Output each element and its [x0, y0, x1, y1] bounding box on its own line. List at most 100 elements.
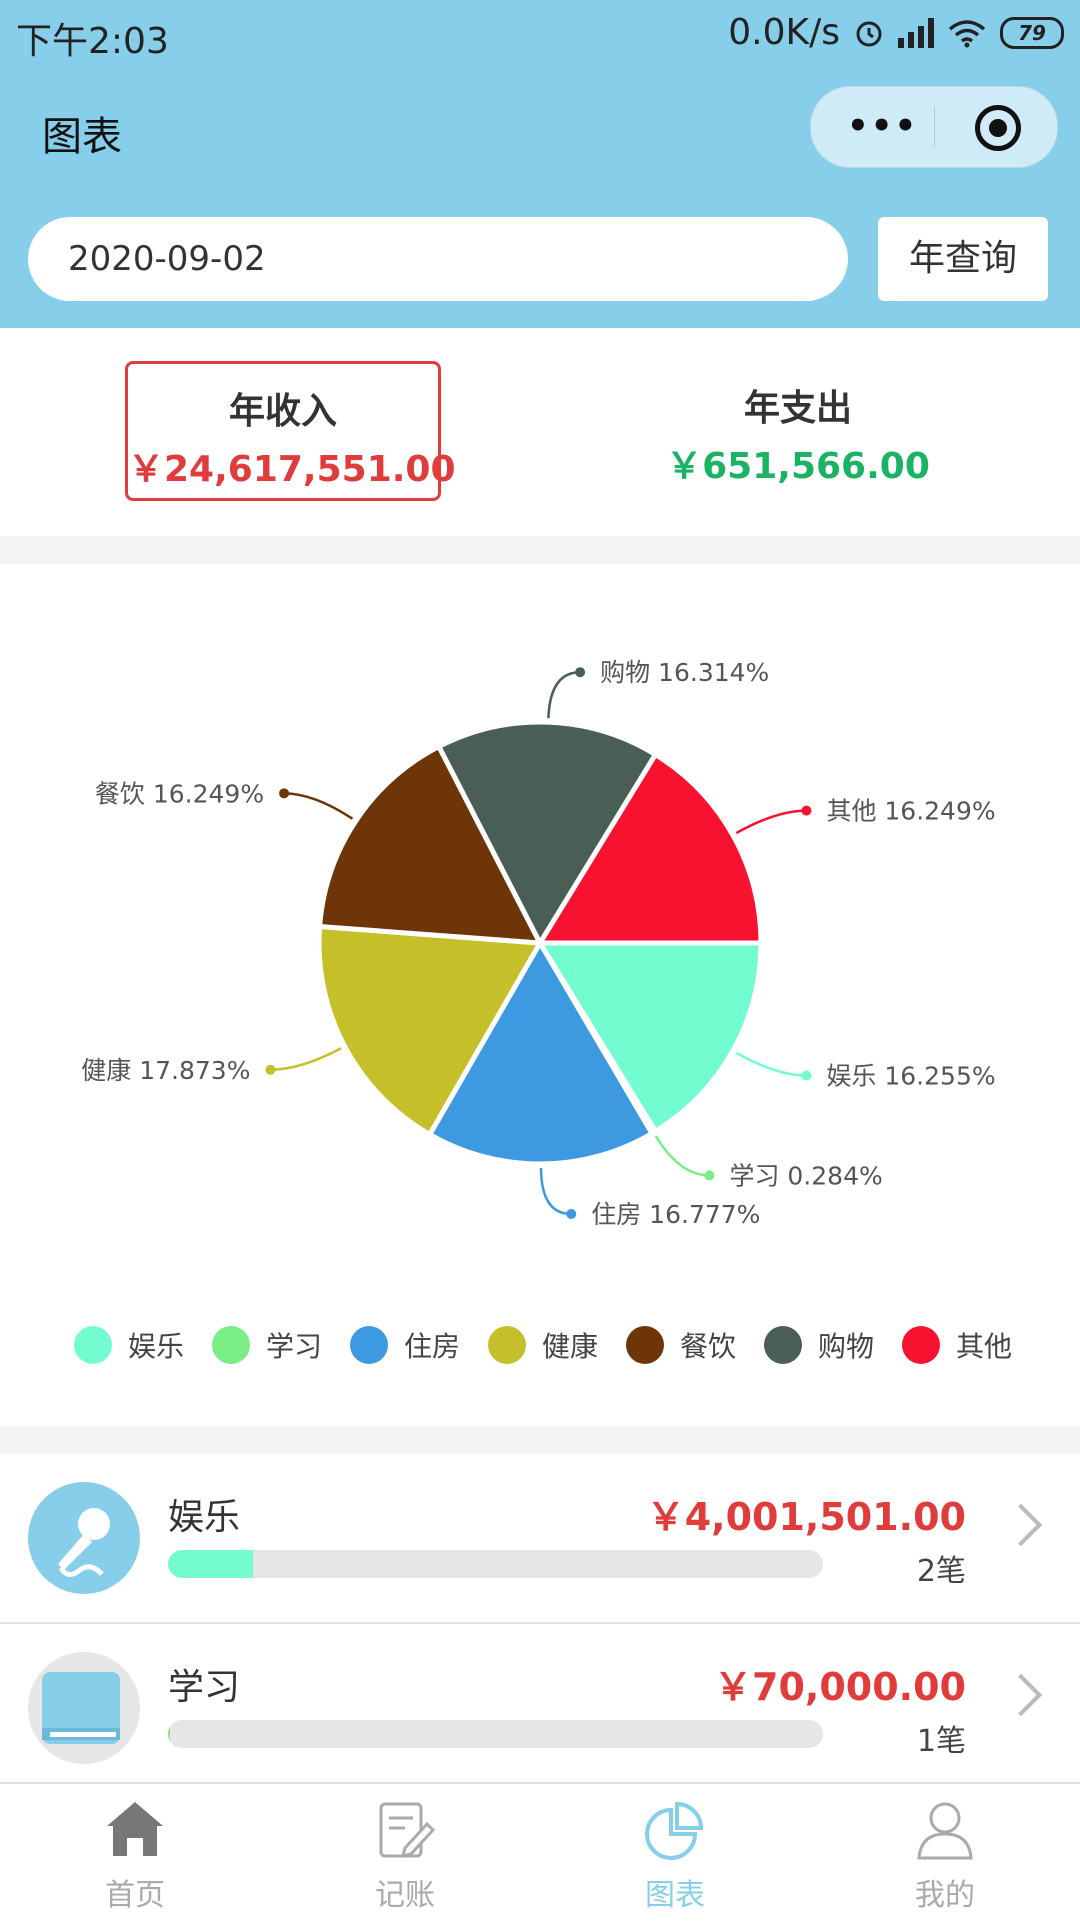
label-leader-dot — [704, 1170, 715, 1181]
battery-indicator: 79 — [1000, 16, 1064, 49]
pie-label-other: 其他 16.249% — [826, 797, 995, 826]
label-leader-dot — [279, 788, 290, 799]
legend-label: 住房 — [404, 1330, 461, 1363]
category-list: 娱乐 ￥4,001,501.00 2笔 学习 ￥70,000.00 1笔 — [0, 1454, 1080, 1784]
label-leader-line — [654, 1135, 710, 1177]
chart-card: 娱乐 16.255% 学习 0.284% 住房 16.777% 健康 17.873% 餐… — [0, 564, 1080, 1426]
label-leader-dot — [575, 667, 586, 678]
pie-chart-icon — [645, 1801, 704, 1860]
legend-item-dining[interactable]: 餐饮 — [626, 1320, 736, 1370]
pie-slice-shopping[interactable] — [436, 719, 658, 946]
date-input[interactable] — [28, 217, 848, 301]
legend-swatch — [74, 1326, 112, 1364]
category-progress-bar — [168, 1720, 823, 1748]
tab-label: 首页 — [105, 1878, 165, 1913]
pie-label-study: 学习 0.284% — [729, 1161, 882, 1190]
microphone-icon — [28, 1482, 140, 1594]
category-amount: ￥70,000.00 — [714, 1665, 966, 1709]
category-amount: ￥4,001,501.00 — [646, 1495, 966, 1539]
category-row-study[interactable]: 学习 ￥70,000.00 1笔 — [0, 1622, 1080, 1792]
legend-swatch — [350, 1326, 388, 1364]
pie-slice-housing[interactable] — [427, 940, 655, 1167]
label-leader-dot — [801, 1070, 812, 1081]
chart-legend: 娱乐 学习 住房 健康 餐饮 购物 其他 — [0, 1320, 1080, 1370]
category-progress-fill — [168, 1550, 254, 1578]
pie-chart: 娱乐 16.255% 学习 0.284% 住房 16.777% 健康 17.873% 餐… — [81, 658, 995, 1229]
label-leader-line — [270, 1047, 342, 1072]
legend-label: 餐饮 — [680, 1330, 737, 1363]
legend-item-health[interactable]: 健康 — [488, 1320, 598, 1370]
navigation-bar: 图表 ••• — [0, 80, 1080, 176]
alarm-icon — [856, 21, 882, 46]
legend-item-other[interactable]: 其他 — [902, 1320, 1012, 1370]
edit-note-icon — [379, 1802, 435, 1859]
pie-slice-health[interactable] — [316, 924, 543, 1138]
tab-label: 图表 — [645, 1878, 705, 1913]
expense-value: ￥651,566.00 — [666, 446, 930, 487]
network-speed: 0.0K/s — [728, 12, 840, 53]
tab-record[interactable]: 记账 — [270, 1784, 540, 1922]
year-query-button[interactable]: 年查询 — [878, 217, 1048, 301]
label-leader-dot — [265, 1064, 276, 1075]
chevron-right-icon — [999, 1673, 1043, 1717]
category-progress-bar — [168, 1550, 823, 1578]
pie-label-entertainment: 娱乐 16.255% — [826, 1061, 995, 1090]
legend-label: 学习 — [266, 1330, 323, 1363]
income-label: 年收入 — [228, 391, 337, 432]
tab-chart[interactable]: 图表 — [540, 1784, 810, 1922]
tab-bar: 首页 记账 图表 我的 — [0, 1782, 1080, 1922]
close-target-icon[interactable] — [975, 105, 1021, 151]
legend-swatch — [764, 1326, 802, 1364]
income-value: ￥24,617,551.00 — [128, 449, 456, 490]
category-progress-fill — [168, 1720, 170, 1748]
wifi-icon — [948, 19, 986, 47]
pie-slice-entertainment[interactable] — [537, 940, 764, 1134]
category-row-entertainment[interactable]: 娱乐 ￥4,001,501.00 2笔 — [0, 1454, 1080, 1622]
more-icon[interactable]: ••• — [847, 106, 919, 146]
label-leader-line — [284, 792, 354, 820]
income-summary[interactable]: 年收入 ￥24,617,551.00 — [125, 361, 456, 501]
legend-item-shopping[interactable]: 购物 — [764, 1320, 874, 1370]
pie-label-housing: 住房 16.777% — [591, 1200, 760, 1229]
expense-label: 年支出 — [743, 388, 852, 429]
header-area: 下午2:03 0.0K/s 79 图表 ••• 年 — [0, 0, 1080, 328]
tab-mine[interactable]: 我的 — [810, 1784, 1080, 1922]
year-summary: 年收入 ￥24,617,551.00 年支出 ￥651,566.00 — [0, 328, 1080, 536]
home-icon — [107, 1802, 163, 1856]
legend-label: 健康 — [542, 1330, 599, 1363]
chevron-right-icon — [999, 1503, 1043, 1547]
label-leader-dot — [566, 1208, 577, 1219]
legend-item-housing[interactable]: 住房 — [350, 1320, 460, 1370]
label-leader-line — [735, 1051, 807, 1077]
category-count: 2笔 — [916, 1554, 966, 1589]
legend-swatch — [626, 1326, 664, 1364]
pie-slice-dining[interactable] — [317, 743, 543, 946]
legend-item-study[interactable]: 学习 — [212, 1320, 322, 1370]
pie-slice-other[interactable] — [537, 752, 764, 946]
pie-label-dining: 餐饮 16.249% — [95, 779, 264, 808]
category-name: 学习 — [168, 1667, 241, 1708]
legend-item-entertainment[interactable]: 娱乐 — [74, 1320, 184, 1370]
page-title: 图表 — [42, 114, 122, 160]
label-leader-line — [547, 670, 581, 719]
mini-program-capsule: ••• — [810, 86, 1058, 168]
legend-swatch — [902, 1326, 940, 1364]
tab-home[interactable]: 首页 — [0, 1784, 270, 1922]
category-name: 娱乐 — [168, 1497, 241, 1538]
status-time: 下午2:03 — [16, 21, 169, 62]
label-leader-line — [539, 1167, 572, 1216]
legend-label: 其他 — [956, 1330, 1013, 1363]
tab-label: 我的 — [915, 1878, 975, 1913]
legend-label: 娱乐 — [128, 1330, 185, 1363]
user-icon — [917, 1802, 973, 1860]
expense-summary[interactable]: 年支出 ￥651,566.00 — [640, 361, 956, 501]
status-bar: 下午2:03 0.0K/s 79 — [0, 0, 1080, 70]
legend-swatch — [212, 1326, 250, 1364]
pie-label-shopping: 购物 16.314% — [600, 658, 769, 687]
signal-icon — [898, 17, 934, 48]
pie-label-health: 健康 17.873% — [81, 1056, 250, 1085]
tab-label: 记账 — [375, 1878, 435, 1913]
label-leader-dot — [801, 805, 812, 816]
legend-label: 购物 — [818, 1330, 875, 1363]
capsule-divider — [934, 107, 935, 147]
